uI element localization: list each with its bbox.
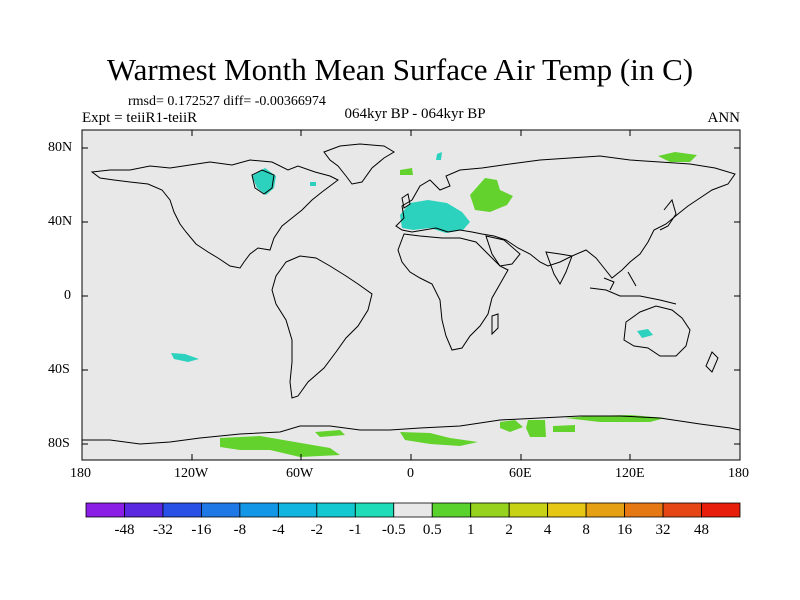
colorbar-swatch xyxy=(162,502,202,518)
anomaly-patch-antarctica-5 xyxy=(526,420,546,437)
coast-north-america xyxy=(90,159,339,269)
colorbar-swatch xyxy=(124,502,164,518)
anomaly-patch-antarctica-3 xyxy=(400,432,478,446)
colorbar-label: -16 xyxy=(191,522,211,538)
colorbar-label: 4 xyxy=(544,522,552,538)
coast-eurasia xyxy=(395,155,736,279)
colorbar-swatch xyxy=(201,502,241,518)
coast-india xyxy=(545,251,573,286)
colorbar-swatch xyxy=(470,502,510,518)
colorbar-swatch xyxy=(393,502,433,518)
colorbar-swatch xyxy=(624,502,664,518)
colorbar-label: -1 xyxy=(349,522,362,538)
anomaly-patch-arctic-ocean xyxy=(400,168,413,175)
colorbar-swatch xyxy=(316,502,356,518)
lon-label-180e: 180 xyxy=(728,466,749,481)
colorbar-label: -2 xyxy=(311,522,324,538)
lon-label-120w: 120W xyxy=(174,466,209,481)
colorbar-label: 8 xyxy=(582,522,590,538)
colorbar-label: 16 xyxy=(617,522,633,538)
coast-africa xyxy=(397,233,509,351)
anomaly-patch-arctic-1 xyxy=(436,152,442,160)
anomaly-patch-antarctica-2 xyxy=(315,430,345,437)
lon-label-120e: 120E xyxy=(615,466,645,481)
map-background xyxy=(82,130,740,460)
coast-arabia xyxy=(485,235,521,267)
anomaly-patch-antarctica-4 xyxy=(500,420,523,432)
anomaly-patch-antarctica-6 xyxy=(553,425,575,432)
colorbar-label: 48 xyxy=(694,522,709,538)
coast-hudson-bay xyxy=(251,169,275,195)
colorbar-label: -8 xyxy=(234,522,247,538)
colorbar-swatch xyxy=(354,502,395,518)
lon-label-60e: 60E xyxy=(509,466,532,481)
colorbar-swatch xyxy=(277,502,318,518)
colorbar-label: 32 xyxy=(656,522,671,538)
coast-south-america xyxy=(271,255,373,399)
anomaly-patch-canada xyxy=(310,182,316,186)
coastlines xyxy=(82,143,741,445)
colorbar-label: -32 xyxy=(153,522,173,538)
coast-new-zealand xyxy=(705,351,719,373)
lon-label-0: 0 xyxy=(407,466,414,481)
map-ticks xyxy=(82,130,740,460)
colorbar-label: 0.5 xyxy=(423,522,442,538)
colorbar-label: 2 xyxy=(505,522,513,538)
colorbar-swatch xyxy=(585,502,625,518)
coast-antarctica xyxy=(82,415,741,445)
colorbar-label: -0.5 xyxy=(382,522,406,538)
colorbar-swatch xyxy=(431,502,472,518)
coast-indonesia xyxy=(589,271,677,305)
coast-australia xyxy=(623,305,691,357)
colorbar-swatch xyxy=(508,502,549,518)
anomaly-patch-antarctica-1 xyxy=(220,436,340,457)
experiment-label: Expt = teiiR1-teiiR xyxy=(82,110,198,126)
lat-label-40n: 40N xyxy=(48,214,73,229)
anomaly-patch-south-atlantic xyxy=(171,353,199,362)
colorbar-swatch xyxy=(239,502,279,518)
lat-label-80n: 80N xyxy=(48,140,73,155)
anomaly-patch-europe xyxy=(400,200,470,233)
period-label: 064kyr BP - 064kyr BP xyxy=(344,106,486,122)
colorbar-swatch xyxy=(85,502,125,518)
coast-uk xyxy=(401,193,411,209)
anomaly-patch-siberia xyxy=(658,152,697,162)
colorbar-label: 1 xyxy=(467,522,475,538)
colorbar-swatch xyxy=(547,502,587,518)
colorbar-swatch xyxy=(701,502,741,518)
coast-japan xyxy=(659,198,677,231)
coast-madagascar xyxy=(491,313,499,336)
lat-label-40s: 40S xyxy=(48,362,70,377)
stats-text: rmsd= 0.172527 diff= -0.00366974 xyxy=(128,94,326,109)
coast-greenland xyxy=(323,143,395,185)
colorbar-label: -48 xyxy=(114,522,134,538)
colorbar-swatch xyxy=(662,502,702,518)
lon-label-60w: 60W xyxy=(286,466,314,481)
chart-title: Warmest Month Mean Surface Air Temp (in … xyxy=(106,52,694,87)
negative-anomaly-patches xyxy=(171,152,653,362)
lat-label-0: 0 xyxy=(64,288,71,303)
season-label: ANN xyxy=(707,110,741,126)
lat-label-80s: 80S xyxy=(48,436,70,451)
anomaly-patch-australia xyxy=(637,329,653,338)
colorbar-label: -4 xyxy=(272,522,285,538)
lon-label-180w: 180 xyxy=(70,466,91,481)
anomaly-patch-scandinavia xyxy=(470,178,513,212)
anomaly-patch-hudson xyxy=(252,168,276,195)
